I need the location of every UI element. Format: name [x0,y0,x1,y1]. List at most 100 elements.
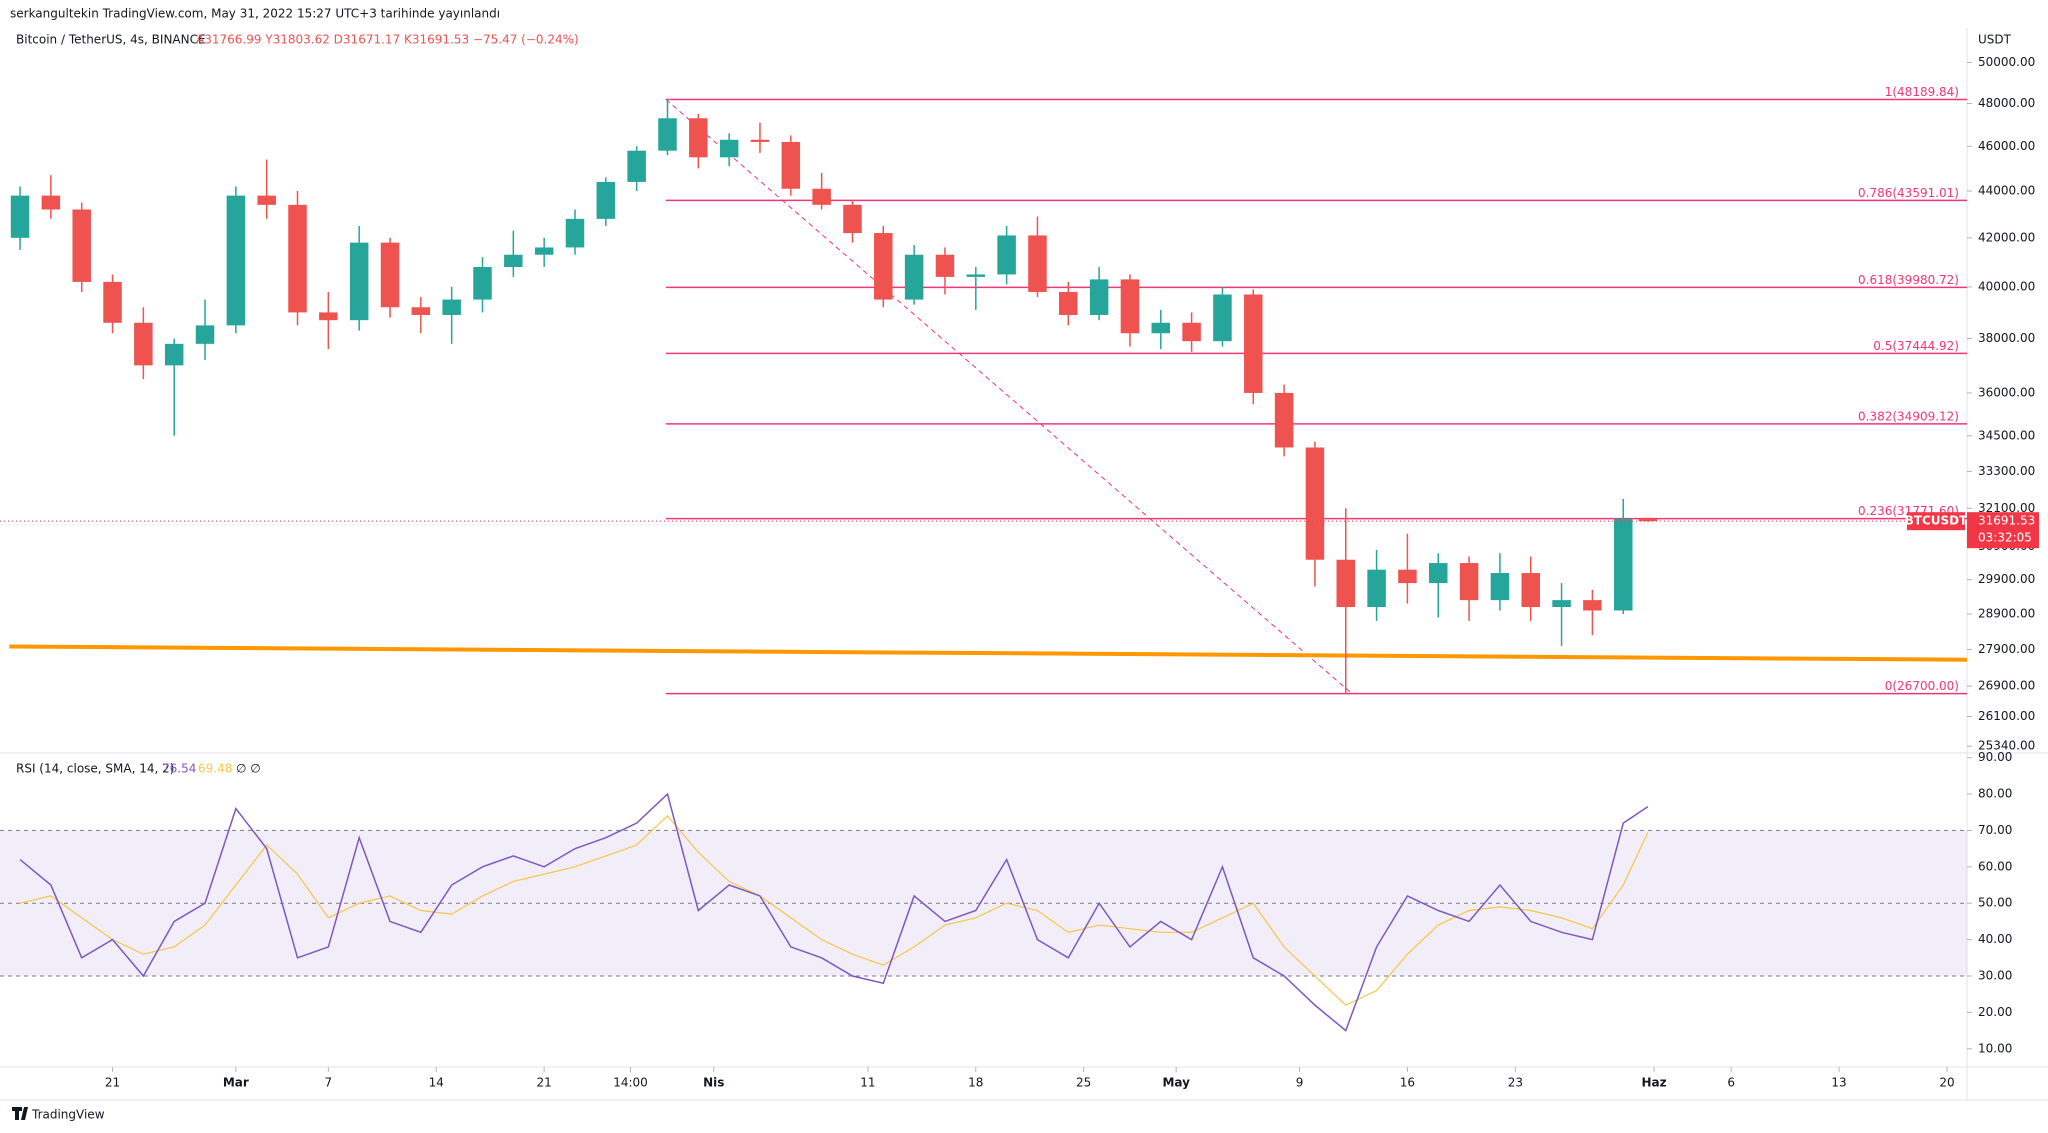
chart-title: Bitcoin / TetherUS, 4s, BINANCE [16,33,206,47]
x-tick-label: 16 [1400,1076,1415,1090]
y-tick-label: 42000.00 [1978,230,2035,244]
price-label: 31691.53 [1978,514,2035,528]
candle-body [812,188,831,205]
candle-body [781,141,801,189]
y-tick-label: 26100.00 [1978,709,2035,723]
candle-body [473,267,492,300]
y-tick-label: 25340.00 [1978,739,2035,753]
candle-body [966,274,986,277]
candle-body [1059,291,1078,315]
x-tick-label: 7 [325,1076,333,1090]
candle-body [41,195,61,210]
axis-label: USDT [1978,33,2012,47]
price-tag [1967,512,2039,549]
candle-body [689,118,708,158]
candle-body [1459,563,1479,601]
candle-body [1089,279,1109,315]
y-tick-label: 27900.00 [1978,642,2035,656]
candle-body [843,204,862,234]
candle-body [935,254,955,277]
candle-body [1213,294,1232,342]
candle-body [257,195,276,205]
y-tick-label: 90.00 [1978,750,2012,764]
fib-label: 0.5(37444.92) [1873,339,1959,353]
candle-body [1028,235,1047,292]
rsi-band [0,830,1967,977]
candle-body [1398,569,1417,584]
fib-label: 0.786(43591.01) [1858,186,1959,200]
x-tick-label: 14 [429,1076,444,1090]
candle-body [504,254,523,267]
y-tick-label: 50.00 [1978,896,2012,910]
y-tick-label: 30.00 [1978,969,2012,983]
rsi-line [19,792,1649,1032]
x-tick-label: 13 [1831,1076,1846,1090]
y-tick-label: 32100.00 [1978,501,2035,515]
footer: TradingView [31,1108,105,1122]
y-tick-label: 10.00 [1978,1041,2012,1055]
candle-body [1521,573,1540,608]
x-tick-label: May [1162,1076,1190,1090]
candle-body [1274,392,1294,448]
x-tick-label: 20 [1939,1076,1954,1090]
candle-body [1638,518,1658,522]
candle-body [349,242,369,321]
x-tick-label: 11 [860,1076,875,1090]
candle-body [719,139,739,158]
y-tick-label: 80.00 [1978,787,2012,801]
candle-body [1305,447,1325,560]
rsi-line [19,815,1649,1006]
candle-body [134,322,153,366]
candle-body [874,233,893,300]
candle-body [10,195,30,238]
candle-body [1429,563,1448,584]
y-tick-label: 44000.00 [1978,184,2035,198]
y-tick-label: 20.00 [1978,1005,2012,1019]
candle-body [627,150,646,182]
candle-body [997,235,1016,275]
x-tick-label: 25 [1076,1076,1091,1090]
y-tick-label: 34500.00 [1978,428,2035,442]
candle-body [1336,559,1356,608]
fib-label: 0(26700.00) [1885,679,1959,693]
candle-body [1613,518,1633,611]
y-tick-label: 26900.00 [1978,679,2035,693]
x-tick-label: Mar [223,1076,249,1090]
rsi-value: 76.54 [162,762,196,776]
y-tick-label: 50000.00 [1978,55,2035,69]
fib-label: 0.618(39980.72) [1858,273,1959,287]
candle-body [195,325,215,344]
candle-body [288,204,307,313]
fib-trend [665,99,1353,695]
candle-body [1244,294,1263,393]
fib-label: 0.382(34909.12) [1858,409,1959,423]
ohlc-text: A31766.99 Y31803.62 D31671.17 K31691.53 … [196,33,579,47]
candle-body [750,139,770,142]
x-tick-label: 21 [105,1076,120,1090]
x-tick-label: 6 [1727,1076,1735,1090]
candle-body [1151,322,1171,334]
x-tick-label: 18 [968,1076,983,1090]
candle-body [411,307,431,315]
y-tick-label: 70.00 [1978,823,2012,837]
trendline [9,644,1968,662]
candle-body [534,247,554,255]
symbol-label: BTCUSDT [1905,514,1968,528]
candle-body [1182,322,1201,342]
candle-body [1583,600,1602,611]
candle-body [442,299,461,315]
y-tick-label: 33300.00 [1978,464,2035,478]
x-tick-label: 21 [537,1076,552,1090]
candle-body [380,242,400,308]
countdown-label: 03:32:05 [1978,531,2032,545]
x-tick-label: 9 [1296,1076,1304,1090]
candle-body [904,254,924,300]
header: serkangultekin TradingView.com, May 31, … [10,7,500,21]
candle-body [319,312,338,321]
rsi-title: RSI (14, close, SMA, 14, 2) [16,762,174,776]
y-tick-label: 29900.00 [1978,572,2035,586]
candle-body [1552,600,1571,608]
y-tick-label: 36000.00 [1978,385,2035,399]
